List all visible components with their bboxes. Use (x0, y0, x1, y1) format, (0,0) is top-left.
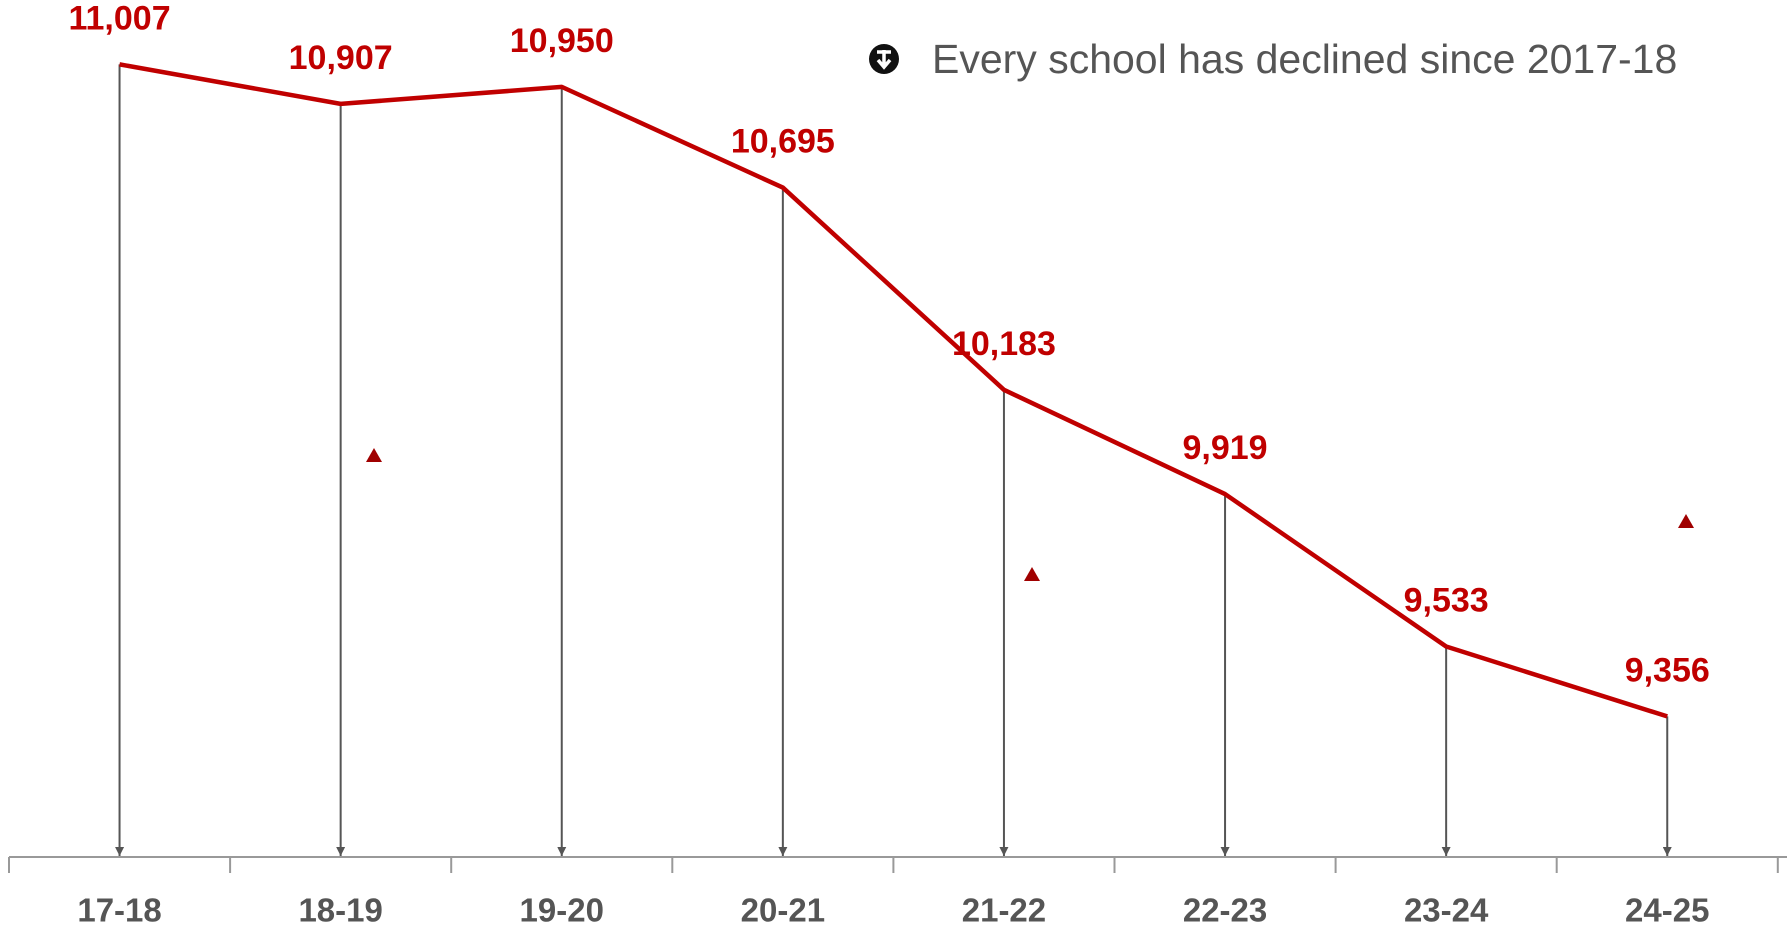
data-label: 11,007 (68, 0, 170, 37)
x-tick-label: 18-19 (298, 892, 382, 929)
series-line (119, 62, 1668, 719)
x-tick-label: 19-20 (520, 892, 604, 929)
decor-triangle (366, 448, 382, 462)
data-label: 10,907 (289, 39, 393, 77)
x-tick-label: 17-18 (77, 892, 161, 929)
x-tick-label: 20-21 (741, 892, 825, 929)
decor-triangle (1678, 514, 1694, 528)
x-tick-label: 24-25 (1625, 892, 1709, 929)
data-label: 10,950 (510, 22, 614, 60)
annotation-text: Every school has declined since 2017-18 (932, 36, 1677, 82)
x-tick-label: 21-22 (962, 892, 1046, 929)
annotation: Every school has declined since 2017-18 (869, 36, 1677, 82)
data-label: 9,919 (1183, 429, 1268, 467)
data-label: 10,183 (952, 325, 1056, 363)
x-tick-label: 23-24 (1404, 892, 1489, 929)
x-tick-label: 22-23 (1183, 892, 1267, 929)
data-label: 9,356 (1625, 651, 1710, 689)
down-icon-arrow (876, 50, 892, 70)
decor-triangle (1024, 567, 1040, 581)
data-label: 10,695 (731, 123, 835, 161)
data-label: 9,533 (1404, 581, 1489, 619)
